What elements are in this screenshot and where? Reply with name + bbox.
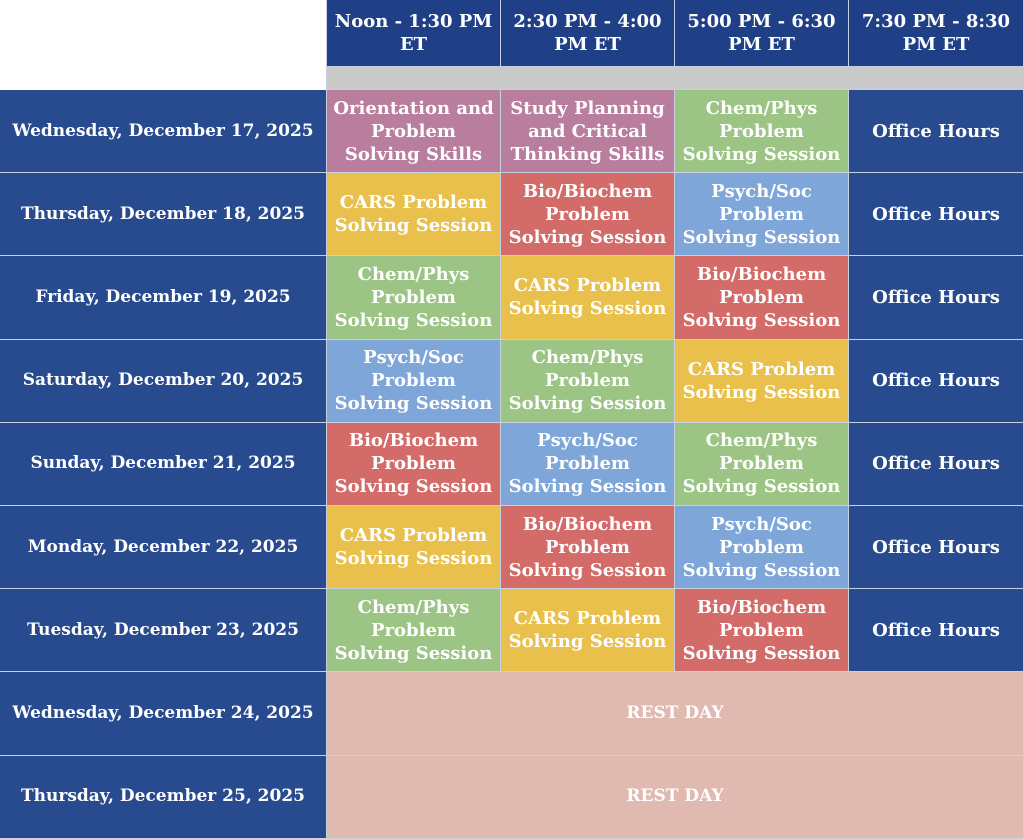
header-slot-3: 5:00 PM - 6:30 PM ET: [675, 0, 849, 67]
session-cell: Bio/Biochem Problem Solving Session: [501, 505, 675, 590]
corner-cell: [0, 0, 327, 67]
session-cell: Psych/Soc Problem Solving Session: [327, 339, 501, 423]
day-label: Thursday, December 25, 2025: [0, 755, 327, 839]
session-cell: Psych/Soc Problem Solving Session: [675, 505, 849, 590]
day-label: Monday, December 22, 2025: [0, 505, 327, 590]
office-hours-cell: Office Hours: [849, 256, 1024, 340]
session-cell: CARS Problem Solving Session: [327, 173, 501, 257]
office-hours-cell: Office Hours: [849, 339, 1024, 423]
office-hours-cell: Office Hours: [849, 589, 1024, 673]
rest-day-cell: REST DAY: [327, 755, 1024, 839]
day-label: Thursday, December 18, 2025: [0, 173, 327, 257]
session-cell: CARS Problem Solving Session: [501, 256, 675, 340]
session-cell: Bio/Biochem Problem Solving Session: [327, 422, 501, 506]
session-cell: CARS Problem Solving Session: [327, 505, 501, 590]
session-cell: Orientation and Problem Solving Skills: [327, 90, 501, 174]
day-label: Wednesday, December 24, 2025: [0, 672, 327, 756]
day-label: Tuesday, December 23, 2025: [0, 589, 327, 673]
rest-day-cell: REST DAY: [327, 672, 1024, 756]
day-label: Saturday, December 20, 2025: [0, 339, 327, 423]
session-cell: Chem/Phys Problem Solving Session: [327, 256, 501, 340]
day-label: Sunday, December 21, 2025: [0, 422, 327, 506]
session-cell: Psych/Soc Problem Solving Session: [675, 173, 849, 257]
session-cell: Bio/Biochem Problem Solving Session: [675, 256, 849, 340]
office-hours-cell: Office Hours: [849, 173, 1024, 257]
session-cell: Bio/Biochem Problem Solving Session: [501, 173, 675, 257]
day-label: Friday, December 19, 2025: [0, 256, 327, 340]
header-slot-4: 7:30 PM - 8:30 PM ET: [849, 0, 1024, 67]
session-cell: Chem/Phys Problem Solving Session: [675, 90, 849, 174]
session-cell: Study Planning and Critical Thinking Ski…: [501, 90, 675, 174]
day-label: Wednesday, December 17, 2025: [0, 90, 327, 174]
session-cell: Bio/Biochem Problem Solving Session: [675, 589, 849, 673]
spacer-blank-cell: [0, 67, 327, 90]
session-cell: Chem/Phys Problem Solving Session: [327, 589, 501, 673]
office-hours-cell: Office Hours: [849, 422, 1024, 506]
office-hours-cell: Office Hours: [849, 505, 1024, 590]
header-slot-2: 2:30 PM - 4:00 PM ET: [501, 0, 675, 67]
header-slot-1: Noon - 1:30 PM ET: [327, 0, 501, 67]
office-hours-cell: Office Hours: [849, 90, 1024, 174]
session-cell: CARS Problem Solving Session: [675, 339, 849, 423]
session-cell: Chem/Phys Problem Solving Session: [501, 339, 675, 423]
session-cell: Chem/Phys Problem Solving Session: [675, 422, 849, 506]
session-cell: Psych/Soc Problem Solving Session: [501, 422, 675, 506]
session-cell: CARS Problem Solving Session: [501, 589, 675, 673]
header-spacer-bar: [327, 67, 1024, 90]
